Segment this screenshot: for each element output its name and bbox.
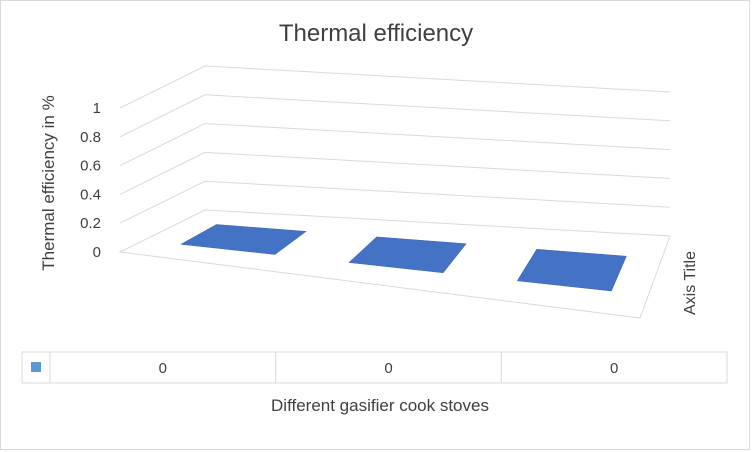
- table-cell-value: 0: [159, 360, 167, 377]
- gridline: [119, 94, 671, 138]
- y-tick-label: 1: [93, 100, 101, 117]
- y-tick-label: 0.6: [80, 158, 101, 175]
- y-tick-label: 0.8: [80, 129, 101, 146]
- data-table: [21, 351, 728, 384]
- y-tick-label: 0: [93, 244, 101, 261]
- bar: [516, 249, 627, 292]
- table-cell-value: 0: [384, 360, 392, 377]
- chart-title: Thermal efficiency: [278, 20, 474, 47]
- bar: [348, 236, 467, 274]
- bar: [179, 224, 307, 255]
- x-axis-title: Different gasifier cook stoves: [271, 396, 489, 415]
- y-tick-label: 0.4: [80, 186, 101, 203]
- gridline: [119, 180, 671, 224]
- gridline: [119, 123, 671, 167]
- y-tick-label: 0.2: [80, 215, 101, 232]
- gridline: [119, 151, 671, 195]
- table-cell-value: 0: [610, 360, 618, 377]
- floor-plane: [118, 209, 671, 319]
- legend-key: [31, 362, 41, 372]
- gridline: [119, 65, 671, 109]
